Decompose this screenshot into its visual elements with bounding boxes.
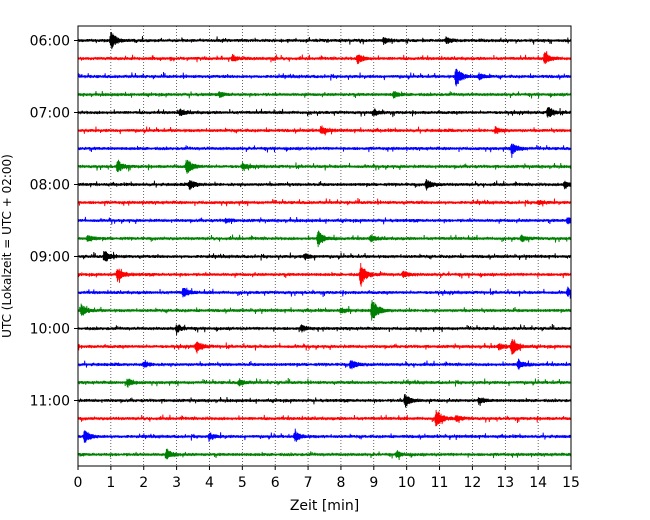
x-tick-label: 5 [238, 475, 247, 491]
trace-line [77, 216, 572, 225]
trace-line [77, 251, 572, 262]
plot-frame [77, 25, 572, 467]
trace-line [77, 409, 572, 427]
y-tick-label: 07:00 [30, 106, 70, 122]
trace-line [77, 263, 572, 287]
x-tick-label: 14 [529, 475, 547, 491]
x-tick-label: 1 [106, 475, 115, 491]
trace-line [77, 143, 572, 158]
trace-line [77, 377, 572, 388]
trace-line [77, 230, 572, 248]
x-tick-label: 7 [304, 475, 313, 491]
x-tick-label: 2 [139, 475, 148, 491]
y-tick-label: 11:00 [30, 394, 70, 410]
x-tick-label: 12 [463, 475, 481, 491]
x-tick-label: 8 [336, 475, 345, 491]
y-axis-label: UTC (Lokalzeit = UTC + 02:00) [0, 154, 14, 338]
trace-line [77, 51, 572, 65]
x-tick-label: 11 [431, 475, 449, 491]
trace-line [77, 159, 572, 174]
x-tick-label: 6 [271, 475, 280, 491]
trace-line [77, 323, 572, 336]
trace-line [77, 286, 572, 299]
x-tick-label: 10 [398, 475, 416, 491]
x-tick-label: 9 [369, 475, 378, 491]
trace-line [77, 393, 572, 408]
trace-line [77, 90, 572, 99]
trace-line [77, 197, 572, 207]
trace-line [77, 178, 572, 191]
x-tick-label: 13 [496, 475, 514, 491]
x-tick-label: 0 [74, 475, 83, 491]
vertical-grid [110, 26, 539, 466]
trace-line [77, 125, 572, 136]
x-axis-ticks: 0 1 2 3 4 5 6 7 8 9 10 11 12 13 14 15 [74, 466, 580, 491]
seismic-traces [77, 32, 572, 460]
x-tick-label: 4 [205, 475, 214, 491]
x-tick-label: 15 [562, 475, 580, 491]
trace-line [77, 448, 572, 460]
trace-line [77, 300, 572, 321]
trace-line [77, 358, 572, 370]
y-tick-label: 06:00 [30, 34, 70, 50]
x-tick-label: 3 [172, 475, 181, 491]
y-tick-label: 08:00 [30, 178, 70, 194]
trace-line [77, 428, 572, 443]
trace-line [77, 32, 572, 50]
y-tick-label: 09:00 [30, 250, 70, 266]
trace-line [77, 339, 572, 355]
y-tick-label: 10:00 [30, 322, 70, 338]
trace-line [77, 68, 572, 87]
trace-line [77, 107, 572, 118]
x-axis-label: Zeit [min] [290, 498, 359, 514]
y-axis-ticks: 06:00 07:00 08:00 09:00 10:00 11:00 [30, 34, 78, 410]
